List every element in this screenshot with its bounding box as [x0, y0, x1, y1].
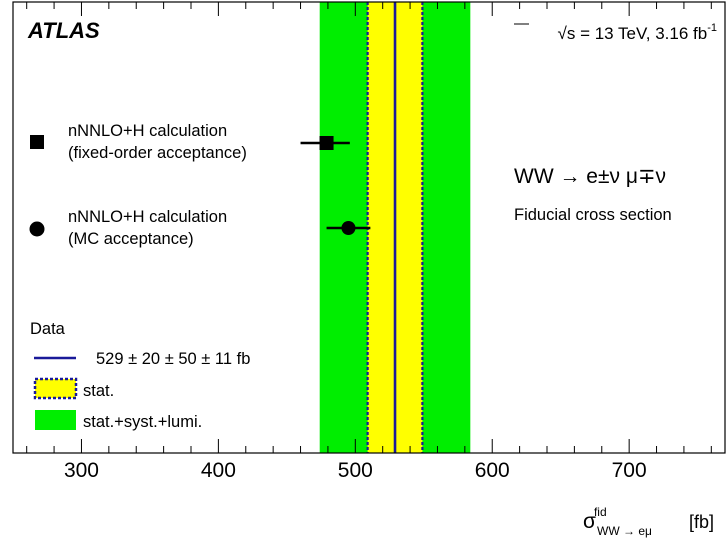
legend-entry-central: 529 ± 20 ± 50 ± 11 fb	[96, 350, 250, 368]
prediction-2-legend-circle	[29, 221, 45, 237]
x-axis-label-symbol: σ	[583, 510, 596, 533]
plot-frame	[12, 1, 726, 454]
x-axis-label-unit: [fb]	[689, 512, 714, 532]
x-tick-label: 500	[338, 459, 373, 482]
x-axis-tick-labels: 300 400 500 600 700	[64, 459, 647, 482]
x-tick-label: 400	[201, 459, 236, 482]
x-axis-label-superscript: fid	[594, 505, 607, 519]
energy-lumi-label: √s = 13 TeV, 3.16 fb-1	[558, 22, 717, 43]
x-tick-label: 700	[612, 459, 647, 482]
legend-total-swatch	[35, 410, 76, 430]
x-tick-label: 600	[475, 459, 510, 482]
prediction-2-detail: (MC acceptance)	[68, 230, 194, 248]
legend: Data 529 ± 20 ± 50 ± 11 fb stat. stat.+s…	[30, 320, 250, 431]
prediction-2-name: nNNLO+H calculation	[68, 208, 227, 226]
fiducial-subtitle: Fiducial cross section	[514, 206, 672, 224]
prediction-markers	[300, 136, 371, 235]
legend-stat-swatch	[33, 377, 78, 400]
prediction-1-detail: (fixed-order acceptance)	[68, 144, 247, 162]
prediction-2-marker	[341, 221, 356, 235]
prediction-1-name: nNNLO+H calculation	[68, 122, 227, 140]
process-label: WW → e±ν μ∓ν	[514, 165, 666, 188]
energy-text: √s = 13 TeV, 3.16 fb	[558, 24, 708, 43]
prediction-1-legend-square	[30, 135, 44, 149]
experiment-label: ATLAS	[27, 18, 100, 43]
legend-entry-total: stat.+syst.+lumi.	[83, 413, 202, 431]
prediction-1-marker	[319, 136, 334, 150]
x-axis-label: σfid WW → eμ [fb]	[583, 505, 714, 538]
legend-title: Data	[30, 320, 66, 338]
prediction-labels: nNNLO+H calculation (fixed-order accepta…	[29, 122, 247, 248]
x-axis-ticks	[26, 2, 712, 453]
legend-entry-stat: stat.	[83, 382, 114, 400]
x-tick-label: 300	[64, 459, 99, 482]
energy-superscript: -1	[707, 22, 717, 34]
x-axis-label-subscript: WW → eμ	[597, 524, 652, 538]
